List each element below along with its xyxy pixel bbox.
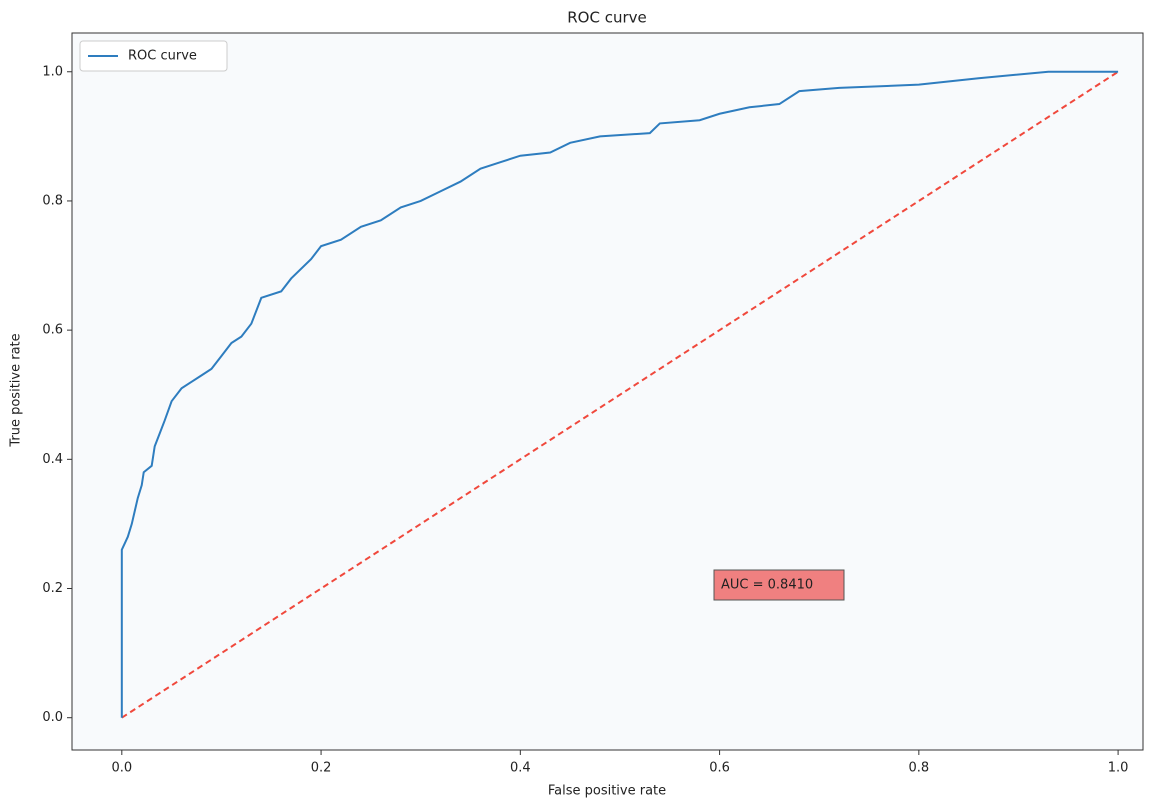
annotation-box — [713, 569, 845, 601]
y-tick-label: 0.8 — [42, 193, 63, 208]
annotation: AUC = 0.8410 — [721, 578, 813, 593]
y-tick-label: 0.6 — [42, 323, 63, 338]
x-tick-label: 1.0 — [1108, 761, 1129, 776]
y-tick-label: 0.2 — [42, 581, 63, 596]
y-tick-label: 0.4 — [42, 452, 63, 467]
plot-area — [71, 32, 1144, 751]
x-tick-label: 0.2 — [311, 761, 332, 776]
x-tick-label: 0.0 — [111, 761, 132, 776]
y-axis-label: True positive rate — [9, 333, 24, 447]
x-tick-label: 0.4 — [510, 761, 531, 776]
legend-box — [79, 40, 228, 72]
y-tick-label: 0.0 — [42, 710, 63, 725]
roc-line — [120, 70, 1119, 718]
x-axis-label: False positive rate — [548, 784, 666, 799]
chart-title: ROC curve — [567, 9, 647, 27]
y-tick-label: 1.0 — [42, 64, 63, 79]
x-tick-label: 0.6 — [709, 761, 730, 776]
x-tick-label: 0.8 — [908, 761, 929, 776]
reference-line — [121, 70, 1119, 719]
legend-label: ROC curve — [128, 49, 197, 64]
